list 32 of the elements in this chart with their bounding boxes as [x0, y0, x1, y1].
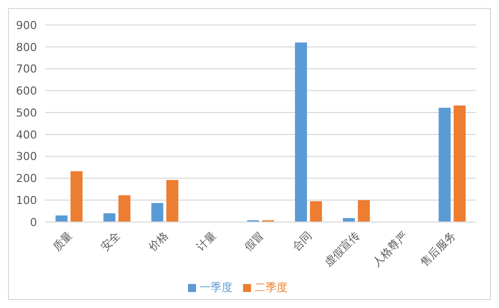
bar: [103, 213, 116, 222]
bar: [438, 108, 451, 222]
x-tick-label: 虚假宣传: [322, 228, 362, 270]
bar: [310, 201, 322, 222]
y-tick-label: 100: [16, 194, 37, 208]
x-tick-label: 合同: [290, 228, 315, 254]
bar: [56, 215, 68, 222]
legend-label: 二季度: [254, 281, 288, 294]
y-tick-label: 600: [16, 84, 37, 98]
x-tick-label: 价格: [145, 228, 171, 254]
bar: [294, 42, 307, 222]
y-tick-label: 700: [16, 62, 37, 76]
bar: [118, 195, 130, 222]
y-tick-label: 500: [16, 106, 37, 120]
x-tick-label: 人格尊严: [370, 228, 410, 270]
bar: [358, 200, 370, 222]
y-tick-label: 800: [16, 40, 37, 54]
x-tick-label: 质量: [50, 228, 76, 254]
y-tick-label: 900: [16, 18, 37, 32]
legend-label: 一季度: [200, 281, 232, 294]
bar: [454, 106, 466, 222]
y-tick-label: 0: [30, 216, 37, 229]
x-tick-label: 售后服务: [418, 228, 458, 270]
y-tick-label: 400: [16, 128, 37, 142]
bar: [70, 171, 83, 222]
bar: [151, 202, 164, 222]
x-tick-label: 安全: [98, 228, 123, 254]
x-tick-label: 计量: [194, 228, 219, 254]
y-tick-label: 200: [16, 172, 37, 186]
x-tick-label: 假冒: [242, 228, 267, 254]
y-tick-label: 300: [16, 150, 37, 164]
bar: [166, 180, 178, 222]
